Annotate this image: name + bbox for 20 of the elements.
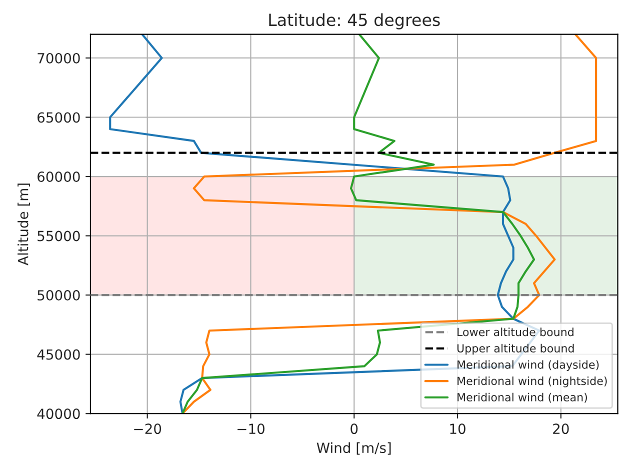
y-tick-label: 70000 (38, 52, 80, 64)
y-tick-label: 55000 (38, 230, 80, 242)
legend-label: Meridional wind (mean) (458, 392, 587, 403)
y-tick-label: 40000 (37, 408, 80, 420)
x-tick-label: 20 (553, 424, 569, 434)
x-tick-label: 0 (350, 424, 358, 434)
y-tick-label: 50000 (38, 290, 80, 301)
y-tick-label: 65000 (38, 112, 80, 123)
legend-label: Lower altitude bound (458, 328, 574, 336)
legend-label: Meridional wind (dayside) (458, 360, 599, 371)
legend-label: Upper altitude bound (457, 344, 574, 355)
chart-title: Latitude: 45 degrees (269, 13, 440, 30)
legend-label: Meridional wind (nightside) (458, 376, 607, 388)
y-axis-title: Altitude [m] (18, 184, 30, 266)
y-tick-label: 60000 (38, 171, 80, 182)
x-tick-label: −10 (238, 424, 264, 434)
x-tick-label: 10 (450, 424, 466, 434)
x-tick-label: −20 (134, 424, 162, 434)
x-axis-title: Wind [m/s] (316, 442, 391, 455)
y-tick-label: 45000 (37, 349, 80, 360)
